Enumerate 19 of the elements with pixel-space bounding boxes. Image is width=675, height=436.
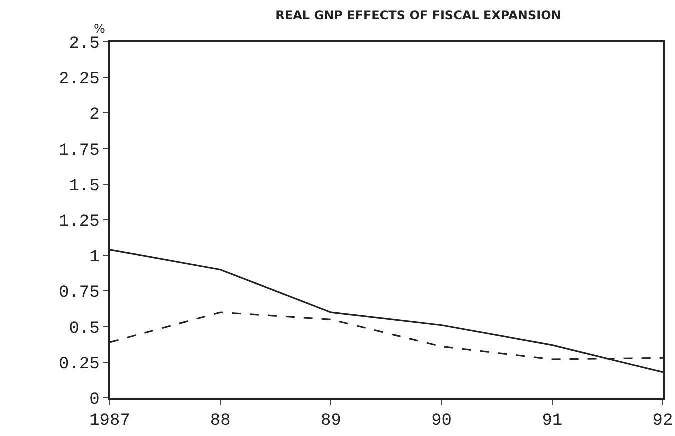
y-tick-label: 1.75 <box>59 142 100 161</box>
y-tick-label: 2 <box>90 106 100 126</box>
x-tick-label: 1987 <box>90 412 130 432</box>
y-tick-label: 0.25 <box>59 355 100 374</box>
x-tick-label: 91 <box>542 412 563 432</box>
y-axis-title: % <box>94 22 106 36</box>
y-tick-label: 0.75 <box>59 284 100 304</box>
y-tick-label: 1.5 <box>69 177 100 196</box>
y-tick-label: 1 <box>90 248 100 268</box>
y-tick-label: 0 <box>90 390 100 410</box>
y-tick-label: 2.5 <box>69 34 100 54</box>
x-tick-label: 90 <box>432 412 452 432</box>
chart-title: REAL GNP EFFECTS OF FISCAL EXPANSION <box>276 8 562 22</box>
x-tick-label: 89 <box>320 412 342 432</box>
y-tick-label: 0.5 <box>69 320 100 339</box>
y-tick-label: 1.25 <box>59 212 100 232</box>
y-tick-label: 2.25 <box>59 70 100 90</box>
x-tick-label: 92 <box>652 412 674 432</box>
x-tick-label: 88 <box>210 412 231 432</box>
